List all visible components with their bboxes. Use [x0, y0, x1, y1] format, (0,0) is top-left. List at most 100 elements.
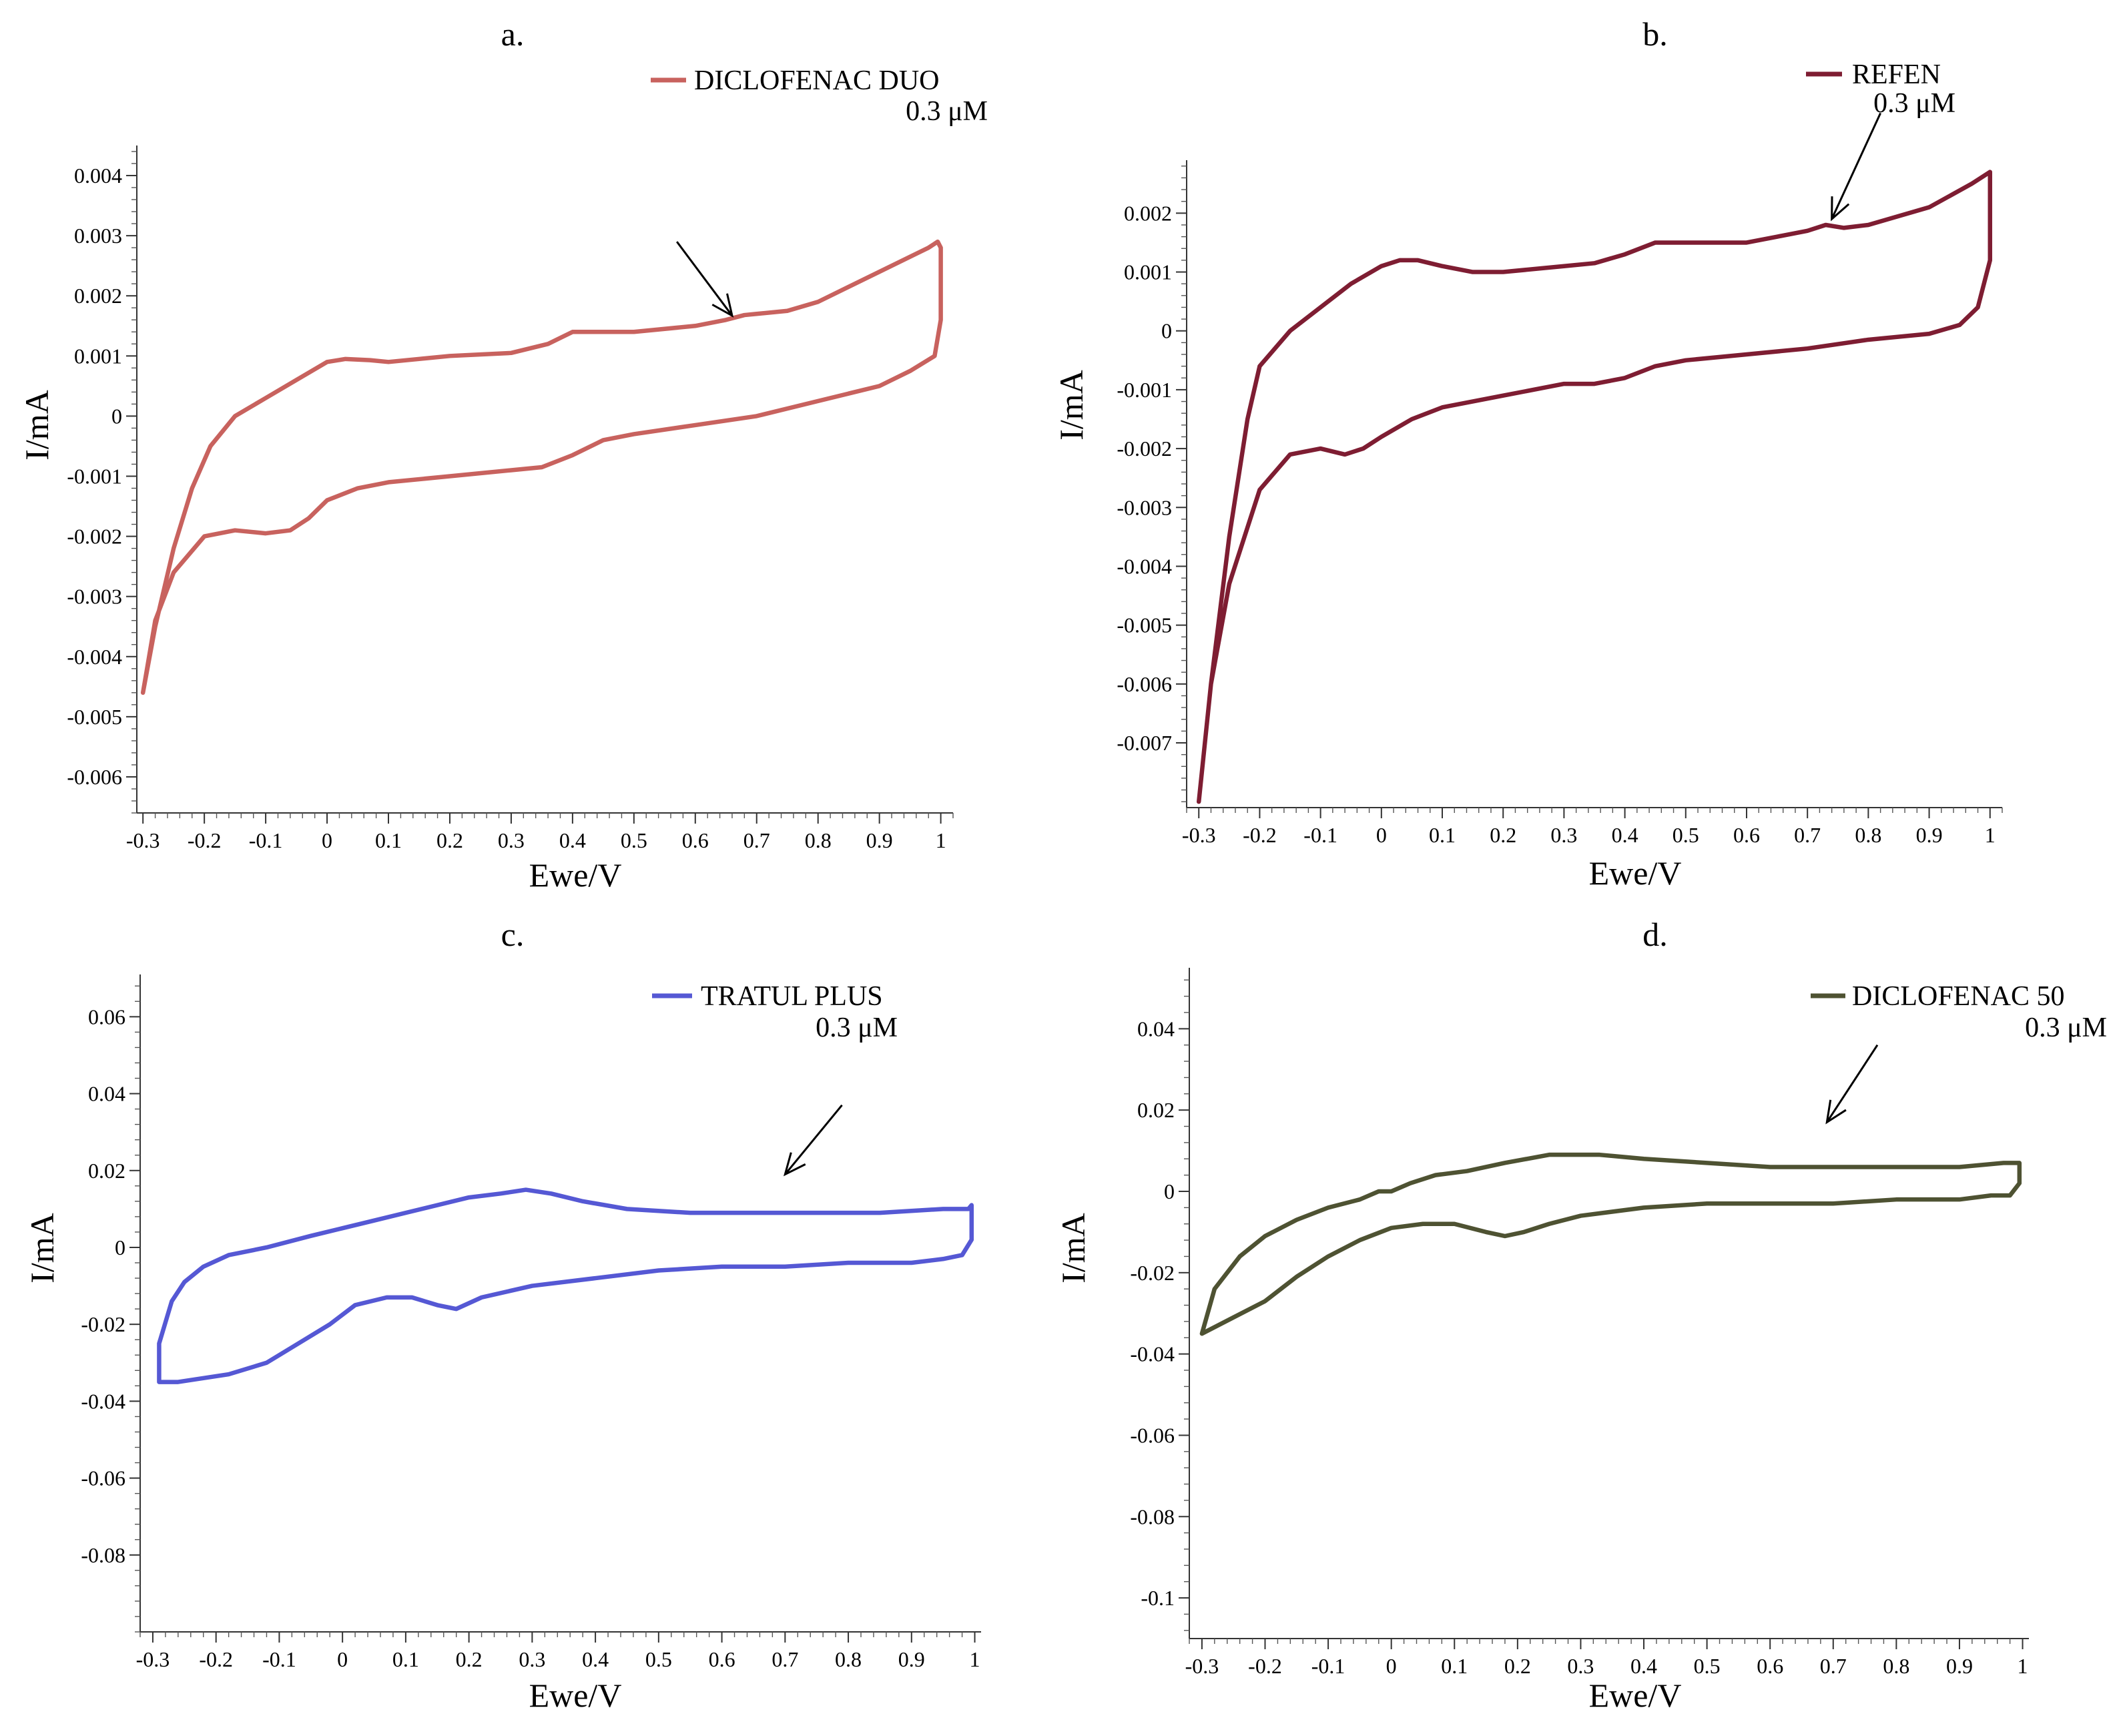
- panel-a-x-tick-label: 0.6: [682, 828, 709, 852]
- panel-a: a. DICLOFENAC DUO 0.3 μM -0.3 -0.2 -0.1 0 0.…: [18, 15, 988, 894]
- panel-a-y-tick-label: -0.002: [67, 525, 122, 549]
- panel-b-y-tick-label: 0.002: [1124, 201, 1172, 225]
- panel-b-x-tick-label: 0.9: [1916, 823, 1943, 847]
- panel-d: d. DICLOFENAC 50 0.3 μM -0.3 -0.2 -0.1 0 0.1…: [1054, 916, 2107, 1714]
- panel-a-peak-arrow: [675, 241, 734, 318]
- panel-c-y-tick-label: 0: [115, 1235, 125, 1259]
- panel-c-x-tick-label: 0.4: [582, 1647, 609, 1671]
- panel-d-x-tick-label: 0.2: [1504, 1654, 1531, 1678]
- panel-b-axes: -0.3 -0.2 -0.1 0 0.1 0.2 0.3 0.4 0.5 0.6 0.7 0.8 0.9…: [1117, 112, 2003, 847]
- panel-a-x-tick-label: -0.2: [188, 828, 222, 852]
- panel-a-y-tick-label: 0: [111, 404, 122, 428]
- panel-a-x-tick-label: 0.7: [743, 828, 770, 852]
- panel-a-x-tick-label: -0.3: [126, 828, 160, 852]
- panel-d-axes: -0.3 -0.2 -0.1 0 0.1 0.2 0.3 0.4 0.5 0.6 0.7 0.8 0.9…: [1130, 968, 2029, 1678]
- panel-b-y-tick-label: -0.001: [1117, 378, 1172, 402]
- panel-c-cv-curve: [157, 1187, 974, 1384]
- panel-d-y-tick-label: 0.04: [1137, 1017, 1175, 1041]
- panel-b-x-tick-label: 0.4: [1612, 823, 1638, 847]
- panel-b-x-tick-label: -0.1: [1303, 823, 1337, 847]
- panel-b-y-tick-label: -0.006: [1117, 672, 1172, 696]
- panel-a-y-tick-label: -0.003: [67, 585, 122, 609]
- panel-a-x-axis-title: Ewe/V: [529, 856, 622, 894]
- panel-d-x-tick-label: 0.1: [1441, 1654, 1468, 1678]
- panel-c-y-tick-label: -0.06: [81, 1466, 125, 1490]
- panel-d-peak-arrow: [1825, 1044, 1879, 1125]
- panel-d-x-tick-label: 0.9: [1946, 1654, 1973, 1678]
- panel-c-x-tick-label: 1: [970, 1647, 980, 1671]
- panel-b-y-tick-label: -0.003: [1117, 495, 1172, 519]
- panel-b-x-tick-label: -0.3: [1182, 823, 1216, 847]
- panel-c-label: c.: [501, 916, 525, 953]
- panel-c-y-axis-title: I/mA: [23, 1213, 61, 1283]
- panel-b-x-axis-title: Ewe/V: [1589, 854, 1682, 892]
- panel-d-x-tick-label: 0: [1386, 1654, 1397, 1678]
- panel-a-label: a.: [501, 15, 525, 53]
- panel-c-x-tick-label: -0.1: [262, 1647, 296, 1671]
- panel-c-peak-arrow: [783, 1104, 843, 1177]
- panel-a-x-tick-label: 0.4: [559, 828, 586, 852]
- panel-c-x-tick-label: 0.3: [519, 1647, 545, 1671]
- panel-d-legend-concentration: 0.3 μM: [2025, 1012, 2107, 1043]
- panel-b-y-tick-label: -0.007: [1117, 731, 1172, 755]
- panel-b-x-tick-label: -0.2: [1243, 823, 1277, 847]
- panel-a-x-tick-label: 0.5: [621, 828, 647, 852]
- panel-a-y-tick-label: -0.005: [67, 705, 122, 729]
- panel-c-axes: -0.3 -0.2 -0.1 0 0.1 0.2 0.3 0.4 0.5 0.6 0.7 0.8 0.9…: [81, 974, 981, 1671]
- panel-d-x-tick-label: 0.8: [1883, 1654, 1909, 1678]
- panel-a-y-tick-label: 0.003: [74, 224, 122, 248]
- panel-c-x-tick-label: 0.5: [645, 1647, 672, 1671]
- panel-b-x-tick-label: 0.2: [1490, 823, 1516, 847]
- panel-a-y-tick-label: 0.004: [74, 164, 122, 188]
- panel-d-y-tick-label: -0.02: [1130, 1261, 1175, 1285]
- panel-a-x-tick-label: -0.1: [249, 828, 283, 852]
- panel-c-y-tick-label: 0.04: [88, 1082, 125, 1106]
- panel-d-x-tick-label: 0.6: [1757, 1654, 1783, 1678]
- panel-b-x-tick-label: 0.1: [1429, 823, 1456, 847]
- panel-a-legend-name: DICLOFENAC DUO: [694, 65, 940, 96]
- panel-c-legend-concentration: 0.3 μM: [816, 1012, 898, 1043]
- panel-c-x-tick-label: 0.9: [898, 1647, 925, 1671]
- panel-c: c. TRATUL PLUS 0.3 μM -0.3 -0.2 -0.1 0 0.1 0.…: [23, 916, 981, 1714]
- panel-c-x-tick-label: -0.2: [199, 1647, 233, 1671]
- panel-b-x-tick-label: 0.6: [1733, 823, 1760, 847]
- panel-c-y-tick-label: -0.08: [81, 1543, 125, 1567]
- panel-d-x-tick-label: -0.2: [1248, 1654, 1282, 1678]
- panel-a-x-tick-label: 1: [936, 828, 946, 852]
- panel-b-cv-curve: [1196, 170, 1993, 804]
- panel-d-x-tick-label: 0.5: [1694, 1654, 1721, 1678]
- panel-b-x-tick-label: 0.8: [1855, 823, 1881, 847]
- panel-d-y-axis-title: I/mA: [1054, 1213, 1092, 1283]
- panel-d-y-tick-label: -0.1: [1141, 1586, 1175, 1610]
- panel-c-x-tick-label: 0.7: [772, 1647, 798, 1671]
- panel-d-x-tick-label: -0.3: [1185, 1654, 1219, 1678]
- panel-a-x-tick-label: 0.9: [866, 828, 893, 852]
- panel-a-axes: -0.3 -0.2 -0.1 0 0.1 0.2 0.3 0.4 0.5 0.6 0.7 0.8 0.9…: [67, 146, 954, 852]
- panel-d-y-tick-label: 0.02: [1137, 1098, 1175, 1122]
- panel-c-y-tick-label: 0.06: [88, 1004, 125, 1029]
- panel-b-legend-concentration: 0.3 μM: [1873, 88, 1955, 119]
- panel-d-cv-curve: [1199, 1152, 2022, 1336]
- panel-a-x-tick-label: 0: [322, 828, 332, 852]
- panel-d-x-tick-label: 1: [2018, 1654, 2028, 1678]
- panel-b-x-tick-label: 0.7: [1794, 823, 1821, 847]
- panel-b-x-tick-label: 0.5: [1673, 823, 1699, 847]
- panel-d-y-tick-label: -0.04: [1130, 1342, 1175, 1366]
- panel-b-x-tick-label: 1: [1985, 823, 1996, 847]
- panel-a-legend-concentration: 0.3 μM: [906, 96, 988, 127]
- panel-c-x-tick-label: 0.8: [835, 1647, 862, 1671]
- panel-c-x-tick-label: 0.2: [456, 1647, 483, 1671]
- panel-d-x-tick-label: 0.4: [1630, 1654, 1657, 1678]
- panel-b: b. REFEN 0.3 μM -0.3 -0.2 -0.1 0 0.1 0.2 0.3 0.…: [1052, 15, 2003, 892]
- panel-c-y-tick-label: -0.04: [81, 1389, 125, 1413]
- panel-b-x-tick-label: 0: [1376, 823, 1387, 847]
- panel-c-x-tick-label: 0.6: [709, 1647, 735, 1671]
- panel-a-y-tick-label: -0.001: [67, 464, 122, 488]
- panel-a-y-tick-label: 0.001: [74, 344, 122, 368]
- panel-b-y-tick-label: 0.001: [1124, 260, 1172, 284]
- panel-b-legend-name: REFEN: [1852, 59, 1941, 90]
- panel-d-y-tick-label: -0.06: [1130, 1423, 1175, 1447]
- panel-d-y-tick-label: -0.08: [1130, 1504, 1175, 1528]
- panel-b-y-tick-label: -0.004: [1117, 554, 1172, 578]
